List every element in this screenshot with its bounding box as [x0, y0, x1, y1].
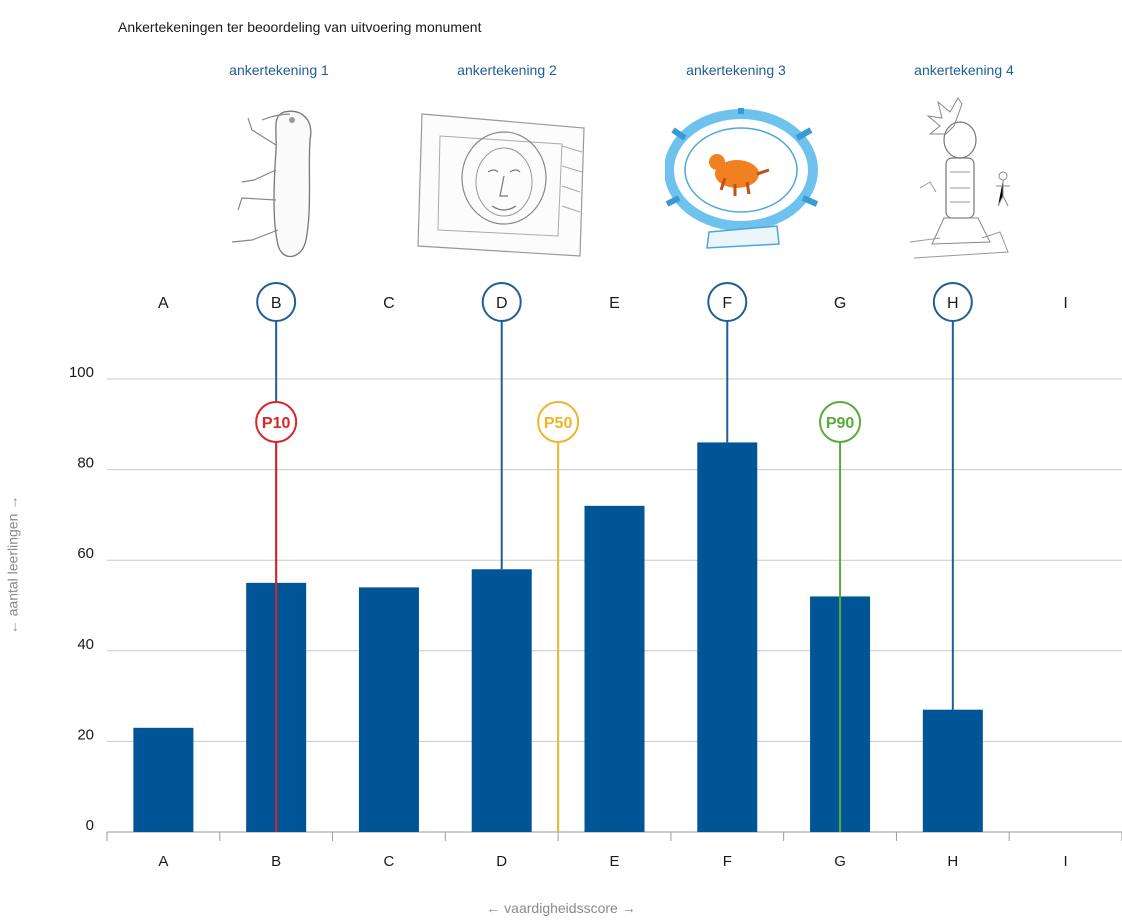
x-tick-label-H: H — [947, 853, 958, 870]
top-category-label-A: A — [158, 295, 169, 312]
y-axis-label: ← aantal leerlingen → — [5, 496, 21, 635]
top-category-label-I: I — [1063, 295, 1067, 312]
anchor-label-2: ankertekening 2 — [457, 62, 557, 78]
bar-A — [133, 727, 194, 832]
percentile-label-P10: P10 — [262, 415, 291, 432]
y-tick-label-60: 60 — [77, 545, 94, 562]
bar-F — [697, 442, 758, 832]
x-tick-label-B: B — [271, 853, 281, 870]
bar-E — [584, 505, 645, 832]
percentile-label-P90: P90 — [826, 415, 855, 432]
anchor-drawing-3 — [665, 108, 819, 249]
anchor-marker-F — [707, 282, 748, 322]
x-tick-label-I: I — [1064, 853, 1068, 870]
x-tick-label-G: G — [834, 853, 846, 870]
y-tick-label-100: 100 — [69, 364, 94, 381]
y-tick-label-0: 0 — [86, 817, 94, 834]
top-category-label-H: H — [947, 295, 959, 312]
top-category-label-F: F — [722, 295, 732, 312]
top-category-label-B: B — [271, 295, 282, 312]
x-tick-label-D: D — [496, 853, 507, 870]
anchor-drawing-2 — [417, 113, 585, 257]
anchor-drawing-1 — [231, 110, 312, 258]
top-category-label-D: D — [496, 295, 508, 312]
x-tick-label-A: A — [158, 853, 168, 870]
top-category-label-C: C — [383, 295, 395, 312]
top-category-label-G: G — [834, 295, 846, 312]
bar-C — [358, 587, 419, 832]
y-tick-label-40: 40 — [77, 636, 94, 653]
top-category-label-E: E — [609, 295, 620, 312]
bar-D — [471, 569, 532, 832]
y-tick-label-20: 20 — [77, 726, 94, 743]
page-title: Ankertekeningen ter beoordeling van uitv… — [118, 19, 482, 35]
x-tick-label-E: E — [609, 853, 619, 870]
anchor-label-4: ankertekening 4 — [914, 62, 1014, 78]
y-axis-label-wrap: ← aantal leerlingen → — [0, 496, 30, 635]
x-axis-label: ← vaardigheidsscore → — [486, 900, 636, 916]
x-tick-label-F: F — [723, 853, 732, 870]
anchor-label-3: ankertekening 3 — [686, 62, 786, 78]
percentile-label-P50: P50 — [544, 415, 573, 432]
bar-H — [922, 709, 983, 832]
percentile-marker-P10 — [255, 401, 298, 443]
anchor-marker-D — [481, 282, 522, 322]
percentile-marker-P90 — [819, 401, 862, 443]
percentile-marker-P50 — [537, 401, 580, 443]
y-tick-label-80: 80 — [77, 455, 94, 472]
anchor-marker-H — [932, 282, 973, 322]
x-tick-label-C: C — [384, 853, 395, 870]
anchor-drawing-4 — [909, 97, 1010, 259]
anchor-label-1: ankertekening 1 — [229, 62, 329, 78]
anchor-marker-B — [256, 282, 297, 322]
